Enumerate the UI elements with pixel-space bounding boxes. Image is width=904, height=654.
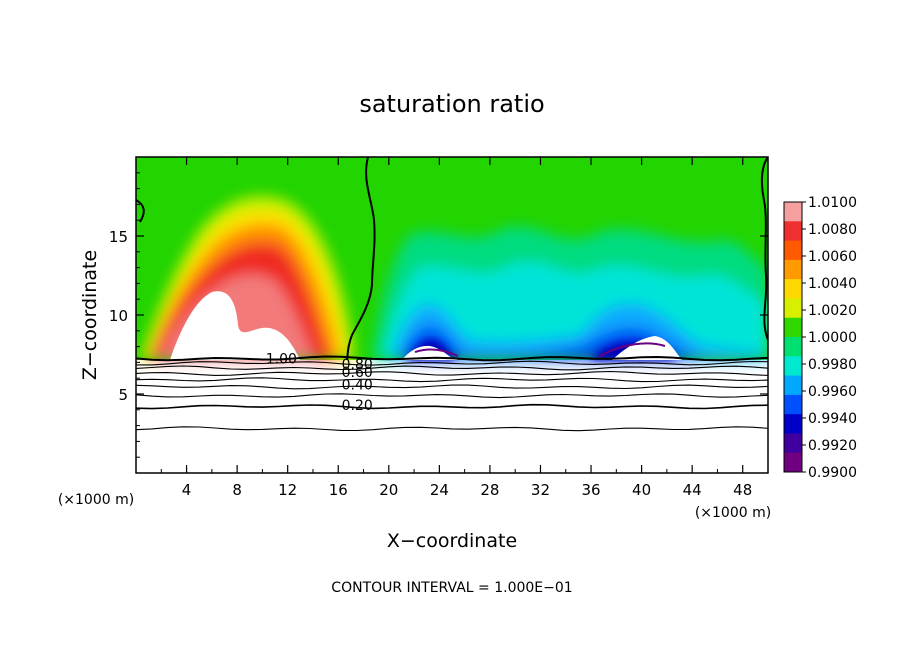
colorbar-swatch — [784, 356, 802, 377]
colorbar-swatch — [784, 202, 802, 222]
cloud-base-fringe — [414, 342, 666, 357]
contour-line-1 — [136, 360, 768, 366]
contour-labels: 1.00 0.800.600.40 0.20 — [266, 351, 373, 414]
colorbar-swatch — [784, 337, 802, 357]
contour-1000-center — [346, 157, 376, 361]
y-tick-label: 10 — [109, 307, 128, 325]
y-tick-label: 5 — [118, 386, 128, 404]
x-tick-label: 32 — [531, 481, 550, 499]
x-tick-label: 24 — [430, 481, 449, 499]
contour-line-4 — [136, 377, 768, 383]
contour-line-2 — [136, 365, 768, 371]
colorbar-label: 1.0100 — [808, 195, 857, 211]
colorbar-swatch — [784, 298, 802, 319]
colorbar-label: 1.0020 — [808, 303, 857, 319]
colorbar-swatch — [784, 221, 802, 242]
colorbar-label: 0.9920 — [808, 438, 857, 454]
colorbar-label: 1.0060 — [808, 249, 857, 265]
x-tick-label: 28 — [480, 481, 499, 499]
contour-line-0 — [136, 355, 768, 362]
white-region-right — [612, 336, 682, 360]
colorbar-swatch — [784, 375, 802, 396]
contour-label-0: 1.00 — [266, 351, 297, 367]
subsat-dark-blue — [408, 340, 678, 360]
x-tick-label: 4 — [182, 481, 192, 499]
colorbar-swatch — [784, 394, 802, 415]
x-axis-label: X−coordinate — [387, 530, 517, 552]
colorbar-swatch — [784, 414, 802, 434]
white-region-left — [170, 291, 300, 360]
colorbar-label: 1.0000 — [808, 330, 857, 346]
white-region-mid — [402, 345, 458, 360]
chart-title: saturation ratio — [359, 90, 544, 118]
colorbar: 1.0100 1.0080 1.0060 1.0040 1.0020 1.0000 0.99… — [783, 195, 857, 481]
contour-line-5 — [136, 384, 768, 390]
colorbar-label: 0.9960 — [808, 384, 857, 400]
colorbar-swatch — [784, 317, 802, 338]
plot-area — [136, 157, 768, 473]
contour-1000-right-edge — [760, 157, 768, 341]
x-tick-label: 12 — [278, 481, 297, 499]
contour-line-6 — [136, 393, 768, 399]
contour-label-3: 0.40 — [342, 378, 373, 394]
y-axis-label: Z−coordinate — [79, 250, 101, 380]
contour-1000-left-edge — [136, 199, 145, 223]
x-axis: 4 8 12 16 20 24 28 32 36 40 44 48 — [160, 157, 752, 499]
x-unit-right: (×1000 m) — [695, 505, 771, 521]
x-tick-label: 48 — [733, 481, 752, 499]
contour-lines — [136, 355, 768, 432]
y-tick-label: 15 — [109, 228, 128, 246]
x-tick-label: 36 — [581, 481, 600, 499]
y-axis: 5 10 15 — [109, 172, 768, 458]
contour-label-4: 0.20 — [342, 398, 373, 414]
x-tick-label: 16 — [329, 481, 348, 499]
contour-line-3 — [136, 370, 768, 376]
colorbar-label: 1.0080 — [808, 222, 857, 238]
x-tick-label: 40 — [632, 481, 651, 499]
colorbar-label: 0.9940 — [808, 411, 857, 427]
x-unit-left: (×1000 m) — [58, 492, 134, 508]
contour-line-8 — [136, 426, 768, 432]
x-tick-label: 20 — [379, 481, 398, 499]
subsat-core — [408, 340, 678, 360]
colorbar-swatch — [784, 433, 802, 454]
colorbar-label: 0.9900 — [808, 465, 857, 481]
contour-label-1: 0.80 — [342, 357, 373, 373]
subsaturated-region — [372, 226, 768, 360]
colorbar-label: 1.0040 — [808, 276, 857, 292]
colorbar-label: 0.9980 — [808, 357, 857, 373]
colorbar-swatch — [784, 240, 802, 261]
x-tick-label: 8 — [232, 481, 242, 499]
saturation-field — [136, 157, 768, 361]
colorbar-swatch — [784, 259, 802, 280]
colorbar-swatch — [784, 279, 802, 299]
colorbar-swatch — [784, 452, 802, 473]
contour-line-7 — [136, 403, 768, 410]
x-tick-label: 44 — [683, 481, 702, 499]
contour-label-2: 0.60 — [342, 365, 373, 381]
contour-interval-note: CONTOUR INTERVAL = 1.000E−01 — [331, 580, 572, 596]
